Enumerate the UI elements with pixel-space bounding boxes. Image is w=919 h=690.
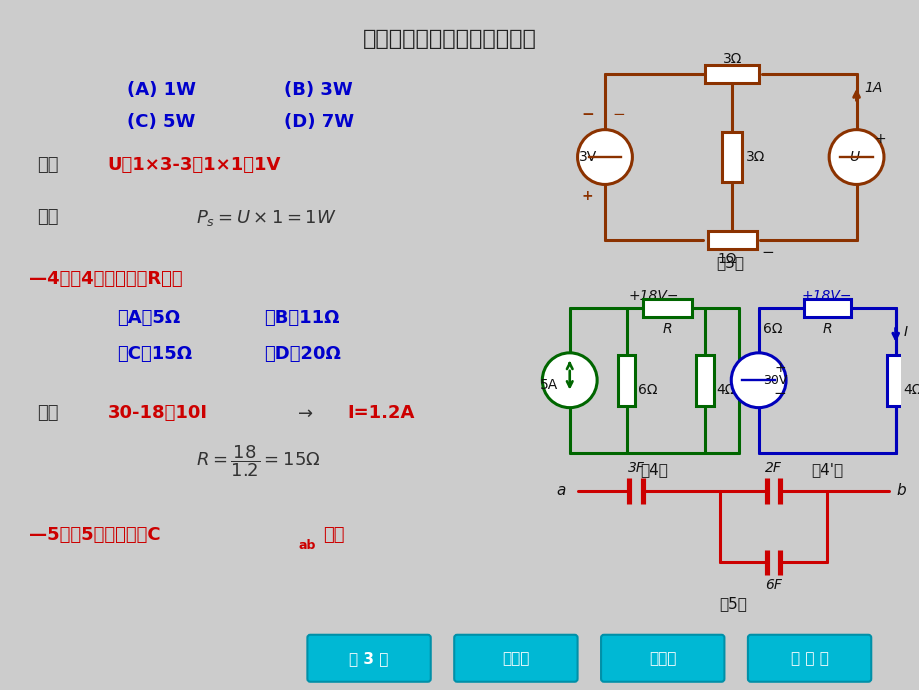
- Text: $\rightarrow$: $\rightarrow$: [293, 404, 313, 422]
- Text: R: R: [662, 322, 672, 335]
- Text: 题3图: 题3图: [716, 255, 743, 270]
- Text: —4、图4电路，电阵R等于: —4、图4电路，电阵R等于: [29, 270, 183, 288]
- Bar: [721, 132, 742, 182]
- Text: 第 3 页: 第 3 页: [349, 651, 389, 666]
- Circle shape: [541, 353, 596, 408]
- Text: 6F: 6F: [764, 578, 781, 592]
- Text: U: U: [848, 150, 858, 164]
- Text: U＝1×3-3＋1×1＝1V: U＝1×3-3＋1×1＝1V: [108, 156, 280, 174]
- Text: −: −: [773, 386, 786, 402]
- Text: R: R: [822, 322, 831, 335]
- FancyBboxPatch shape: [600, 635, 723, 682]
- Text: 4Ω: 4Ω: [716, 383, 735, 397]
- Text: 题4'图: 题4'图: [811, 462, 843, 477]
- Bar: [803, 299, 850, 317]
- Text: 6Ω: 6Ω: [638, 383, 657, 397]
- FancyBboxPatch shape: [454, 635, 577, 682]
- Text: +: +: [581, 189, 593, 204]
- Text: 1A: 1A: [864, 81, 882, 95]
- Text: (D) 7W: (D) 7W: [284, 113, 354, 131]
- Text: +18V−: +18V−: [628, 289, 678, 303]
- Bar: [705, 65, 758, 83]
- Bar: [707, 231, 756, 249]
- Text: 2F: 2F: [764, 461, 781, 475]
- Text: 题4图: 题4图: [640, 462, 667, 477]
- Text: I: I: [902, 326, 907, 339]
- FancyBboxPatch shape: [307, 635, 430, 682]
- Text: 3F: 3F: [627, 461, 644, 475]
- Text: +: +: [774, 362, 785, 375]
- Text: −: −: [581, 107, 593, 122]
- Text: 30-18＝10I: 30-18＝10I: [108, 404, 208, 422]
- Text: 下一页: 下一页: [648, 651, 675, 666]
- Text: 3Ω: 3Ω: [721, 52, 741, 66]
- Text: (C) 5W: (C) 5W: [127, 113, 196, 131]
- Text: （C）15Ω: （C）15Ω: [118, 345, 192, 363]
- Text: 解：: 解：: [37, 404, 59, 422]
- Circle shape: [828, 130, 883, 184]
- Text: 电路分析基础试题解答（一）: 电路分析基础试题解答（一）: [363, 29, 537, 49]
- Text: 解：: 解：: [37, 156, 59, 174]
- Text: —5、图5电路，电容C: —5、图5电路，电容C: [29, 526, 161, 544]
- Text: $R = \dfrac{18}{1.2} = 15\Omega$: $R = \dfrac{18}{1.2} = 15\Omega$: [196, 443, 320, 479]
- Text: +: +: [873, 132, 885, 146]
- Text: 等于: 等于: [323, 526, 345, 544]
- Text: $P_s = U \times 1 = 1W$: $P_s = U \times 1 = 1W$: [196, 208, 336, 228]
- Text: a: a: [556, 484, 565, 498]
- Text: 前一页: 前一页: [502, 651, 529, 666]
- Text: 4Ω: 4Ω: [902, 383, 919, 397]
- Circle shape: [577, 130, 631, 184]
- Text: 题5图: 题5图: [719, 597, 746, 611]
- Text: 30V: 30V: [763, 374, 787, 386]
- Text: −: −: [761, 245, 774, 260]
- Text: ab: ab: [299, 539, 315, 552]
- Text: （B）11Ω: （B）11Ω: [264, 309, 339, 327]
- Text: 所以: 所以: [37, 208, 59, 226]
- Bar: [642, 299, 691, 317]
- FancyBboxPatch shape: [747, 635, 870, 682]
- Bar: [617, 355, 635, 406]
- Circle shape: [731, 353, 785, 408]
- Text: 3V: 3V: [578, 150, 596, 164]
- Text: 3Ω: 3Ω: [745, 150, 765, 164]
- Text: 回 首 页: 回 首 页: [789, 651, 828, 666]
- Bar: [886, 355, 903, 406]
- Text: (A) 1W: (A) 1W: [127, 81, 196, 99]
- Text: I=1.2A: I=1.2A: [347, 404, 414, 422]
- Text: 1Ω: 1Ω: [717, 252, 736, 266]
- Text: 5A: 5A: [539, 378, 558, 392]
- Text: +18V−: +18V−: [801, 289, 852, 303]
- Text: b: b: [896, 484, 905, 498]
- Text: （D）20Ω: （D）20Ω: [264, 345, 341, 363]
- Text: 6Ω: 6Ω: [762, 322, 781, 337]
- Text: （A）5Ω: （A）5Ω: [118, 309, 180, 327]
- Bar: [696, 355, 713, 406]
- Text: −: −: [612, 107, 625, 122]
- Text: (B) 3W: (B) 3W: [284, 81, 352, 99]
